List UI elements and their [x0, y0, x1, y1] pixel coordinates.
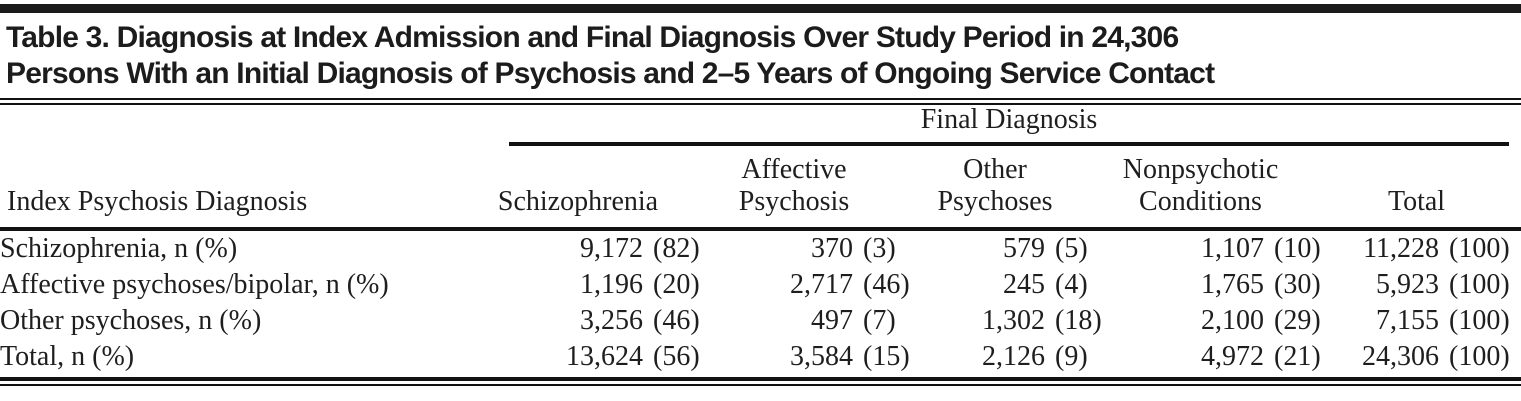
cell-percent: (30) [1274, 269, 1321, 300]
cell-percent: (100) [1449, 233, 1510, 264]
title-double-rule [0, 98, 1521, 105]
diagnosis-table: Final Diagnosis Index Psychosis Diagnosi… [0, 105, 1521, 375]
table-bottom-rule-thin [0, 384, 1521, 386]
cell-count: 2,100 [1201, 305, 1264, 336]
cell-value: 2,126 (9) [911, 339, 1103, 375]
final-diagnosis-spanner: Final Diagnosis [479, 105, 1521, 146]
table-row-total: Total, n (%) 13,624 (56) 3,584 (15) 2,126 (… [0, 339, 1521, 375]
cell-value: 497 (7) [701, 303, 911, 339]
cell-value: 13,624 (56) [479, 339, 701, 375]
cell-count: 13,624 [566, 341, 643, 372]
cell-percent: (100) [1449, 341, 1510, 372]
table-title-line-1: Table 3. Diagnosis at Index Admission an… [6, 21, 1179, 54]
table-row-schizophrenia: Schizophrenia, n (%) 9,172 (82) 370 (3) 57… [0, 229, 1521, 267]
table-title: Table 3. Diagnosis at Index Admission an… [0, 13, 1521, 92]
column-header-affective-psychosis: Affective Psychosis [701, 146, 911, 231]
cell-count: 5,923 [1376, 269, 1440, 300]
cell-count: 245 [1003, 269, 1045, 300]
cell-percent: (4) [1055, 269, 1088, 300]
cell-value: 9,172 (82) [479, 229, 701, 267]
cell-count: 2,717 [790, 269, 853, 300]
cell-count: 1,302 [982, 305, 1045, 336]
table-row-affective-psychoses-bipolar: Affective psychoses/bipolar, n (%) 1,196… [0, 267, 1521, 303]
row-label: Affective psychoses/bipolar, n (%) [0, 269, 389, 300]
cell-count: 3,584 [790, 341, 853, 372]
cell-count: 370 [811, 233, 853, 264]
cell-count: 579 [1003, 233, 1045, 264]
column-header-nonpsychotic-conditions: Nonpsychotic Conditions [1103, 146, 1322, 231]
cell-value: 3,584 (15) [701, 339, 911, 375]
spanner-row: Final Diagnosis [0, 105, 1521, 146]
table-top-bar [0, 4, 1521, 13]
cell-percent: (100) [1449, 269, 1510, 300]
cell-value: 11,228 (100) [1322, 229, 1521, 267]
cell-value: 5,923 (100) [1322, 267, 1521, 303]
cell-percent: (5) [1055, 233, 1088, 264]
cell-value: 7,155 (100) [1322, 303, 1521, 339]
cell-value: 2,100 (29) [1103, 303, 1322, 339]
cell-percent: (15) [863, 341, 910, 372]
cell-percent: (3) [863, 233, 896, 264]
cell-value: 24,306 (100) [1322, 339, 1521, 375]
cell-percent: (9) [1055, 341, 1088, 372]
cell-count: 24,306 [1362, 341, 1440, 372]
column-header-row: Index Psychosis Diagnosis Schizophrenia … [0, 146, 1521, 231]
cell-value: 370 (3) [701, 229, 911, 267]
column-header-other-psychoses: Other Psychoses [911, 146, 1103, 231]
cell-count: 1,765 [1201, 269, 1264, 300]
row-label: Other psychoses, n (%) [0, 305, 262, 336]
table-bottom-rule-thick [0, 377, 1521, 381]
cell-count: 1,107 [1201, 233, 1264, 264]
cell-percent: (10) [1274, 233, 1321, 264]
column-header-index-psychosis-diagnosis: Index Psychosis Diagnosis [0, 146, 479, 231]
cell-count: 9,172 [580, 233, 643, 264]
column-header-schizophrenia: Schizophrenia [479, 146, 701, 231]
cell-percent: (56) [653, 341, 700, 372]
cell-percent: (29) [1274, 305, 1321, 336]
column-header-total: Total [1322, 146, 1521, 231]
cell-count: 3,256 [580, 305, 643, 336]
cell-value: 579 (5) [911, 229, 1103, 267]
row-label: Schizophrenia, n (%) [0, 233, 238, 264]
cell-value: 1,107 (10) [1103, 229, 1322, 267]
cell-percent: (20) [653, 269, 700, 300]
cell-percent: (21) [1274, 341, 1321, 372]
cell-value: 1,302 (18) [911, 303, 1103, 339]
cell-count: 4,972 [1201, 341, 1264, 372]
cell-value: 245 (4) [911, 267, 1103, 303]
table-title-line-2: Persons With an Initial Diagnosis of Psy… [6, 57, 1215, 90]
cell-count: 2,126 [982, 341, 1045, 372]
cell-count: 1,196 [580, 269, 643, 300]
cell-count: 497 [811, 305, 853, 336]
cell-percent: (82) [653, 233, 700, 264]
cell-count: 11,228 [1363, 233, 1440, 264]
cell-value: 1,196 (20) [479, 267, 701, 303]
cell-percent: (7) [863, 305, 896, 336]
cell-value: 4,972 (21) [1103, 339, 1322, 375]
cell-value: 3,256 (46) [479, 303, 701, 339]
row-label: Total, n (%) [0, 341, 135, 372]
final-diagnosis-spanner-label: Final Diagnosis [509, 105, 1510, 146]
cell-percent: (100) [1449, 305, 1510, 336]
table-row-other-psychoses: Other psychoses, n (%) 3,256 (46) 497 (7) … [0, 303, 1521, 339]
cell-percent: (46) [863, 269, 910, 300]
cell-percent: (18) [1055, 305, 1102, 336]
cell-value: 2,717 (46) [701, 267, 911, 303]
cell-percent: (46) [653, 305, 700, 336]
cell-value: 1,765 (30) [1103, 267, 1322, 303]
spanner-stub-spacer [0, 105, 479, 146]
cell-count: 7,155 [1376, 305, 1440, 336]
